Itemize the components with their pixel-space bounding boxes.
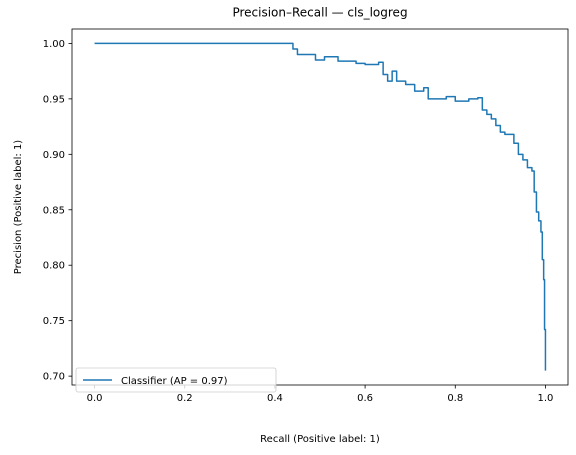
legend-box <box>75 367 277 393</box>
y-tick-label: 0.70 <box>43 372 65 383</box>
x-tick-label: 0.8 <box>447 393 463 404</box>
x-axis-label: Recall (Positive label: 1) <box>260 434 380 445</box>
y-axis-ticks: 0.70 0.75 0.80 0.85 0.90 0.95 1.00 <box>43 39 72 383</box>
y-tick-label: 0.90 <box>43 150 65 161</box>
y-axis-label: Precision (Positive label: 1) <box>13 140 24 275</box>
y-tick-label: 0.95 <box>43 94 65 105</box>
legend-entry-classifier: Classifier (AP = 0.97) <box>121 376 228 387</box>
series-layer <box>94 42 547 371</box>
chart-title: Precision–Recall — cls_logreg <box>232 6 407 20</box>
y-tick-label: 0.85 <box>43 205 65 216</box>
plot-frame <box>71 28 569 386</box>
y-tick-label: 1.00 <box>43 39 65 50</box>
series-line-classifier <box>94 42 547 371</box>
x-tick-label: 0.6 <box>357 393 373 404</box>
x-tick-label: 0.2 <box>177 393 193 404</box>
x-tick-label: 0.4 <box>267 393 283 404</box>
legend: Classifier (AP = 0.97) <box>75 367 277 393</box>
y-tick-label: 0.80 <box>43 261 65 272</box>
y-tick-label: 0.75 <box>43 316 65 327</box>
x-tick-label: 1.0 <box>538 393 554 404</box>
x-tick-label: 0.0 <box>87 393 103 404</box>
